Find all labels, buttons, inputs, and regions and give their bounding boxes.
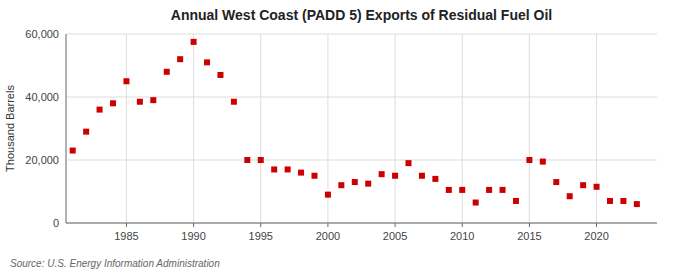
point: 1990: 57500 [191, 39, 197, 45]
point: 2005: 15000 [392, 173, 398, 179]
y-tick-label: 60,000 [25, 28, 59, 40]
point: 2012: 10500 [486, 187, 492, 193]
x-tick [126, 223, 127, 227]
point: 1993: 38500 [231, 99, 237, 105]
x-tick [395, 223, 396, 227]
point: 2004: 15500 [379, 171, 385, 177]
x-tick-label: 2015 [517, 230, 541, 242]
point: 1989: 52000 [177, 56, 183, 62]
point: 1984: 38000 [110, 100, 116, 106]
x-tick [462, 223, 463, 227]
y-grid-line [66, 223, 657, 224]
point: 2002: 13000 [352, 179, 358, 185]
axes: 0 20,000 40,000 60,000 1985 1990 1995 2000 2005 2… [25, 28, 657, 242]
point: 1992: 47000 [217, 72, 223, 78]
point: 2007: 15000 [419, 173, 425, 179]
point: 1996: 17000 [271, 166, 277, 172]
x-grid-line [596, 34, 597, 223]
x-tick [260, 223, 261, 227]
x-grid-line [462, 34, 463, 223]
chart-svg: Annual West Coast (PADD 5) Exports of Re… [0, 0, 675, 275]
point: 2016: 19500 [540, 159, 546, 165]
point: 1983: 36000 [97, 107, 103, 113]
point: 1985: 45000 [123, 78, 129, 84]
point: 2015: 20000 [526, 157, 532, 163]
x-tick-label: 2005 [383, 230, 407, 242]
y-tick-label: 40,000 [25, 91, 59, 103]
point: 1999: 15000 [311, 173, 317, 179]
x-tick [193, 223, 194, 227]
point: 2000: 9000 [325, 192, 331, 198]
x-tick-label: 1985 [114, 230, 138, 242]
point: 2013: 10500 [500, 187, 506, 193]
source-note: Source: U.S. Energy Information Administ… [10, 258, 220, 269]
point: 2003: 12500 [365, 181, 371, 187]
point: 2021: 7000 [607, 198, 613, 204]
point: 1987: 39000 [150, 97, 156, 103]
point: 2019: 12000 [580, 182, 586, 188]
point: 1982: 29000 [83, 129, 89, 135]
x-grid-line [260, 34, 261, 223]
points: 1981: 23000 1982: 29000 1983: 36000 1984: 3… [70, 39, 640, 207]
point: 1998: 16000 [298, 170, 304, 176]
x-tick [327, 223, 328, 227]
x-tick [529, 223, 530, 227]
point: 2022: 7000 [620, 198, 626, 204]
x-grid-line [395, 34, 396, 223]
point: 1991: 51000 [204, 59, 210, 65]
point: 2020: 11500 [594, 184, 600, 190]
point: 2014: 7000 [513, 198, 519, 204]
y-tick-label: 0 [53, 217, 59, 229]
y-grid-line [66, 160, 657, 161]
y-axis-line [66, 34, 67, 223]
point: 2011: 6500 [473, 200, 479, 206]
x-tick-label: 2020 [584, 230, 608, 242]
point: 2023: 6000 [634, 201, 640, 207]
x-tick-label: 2010 [450, 230, 474, 242]
y-tick-label: 20,000 [25, 154, 59, 166]
point: 2008: 14000 [432, 176, 438, 182]
point: 1986: 38500 [137, 99, 143, 105]
chart-title: Annual West Coast (PADD 5) Exports of Re… [171, 7, 552, 23]
x-tick-label: 1990 [181, 230, 205, 242]
point: 2018: 8500 [567, 193, 573, 199]
x-tick [596, 223, 597, 227]
x-tick-label: 1995 [249, 230, 273, 242]
point: 2001: 12000 [338, 182, 344, 188]
point: 1988: 48000 [164, 69, 170, 75]
y-axis-title: Thousand Barrels [4, 85, 16, 172]
point: 1997: 17000 [285, 166, 291, 172]
x-axis-line [66, 223, 657, 224]
point: 2010: 10500 [459, 187, 465, 193]
point: 1994: 20000 [244, 157, 250, 163]
x-grid-line [193, 34, 194, 223]
point: 2009: 10500 [446, 187, 452, 193]
point: 2017: 13000 [553, 179, 559, 185]
y-grid-line [66, 34, 657, 35]
grid [66, 34, 657, 223]
point: 1995: 20000 [258, 157, 264, 163]
point: 1981: 23000 [70, 148, 76, 154]
point: 2006: 19000 [406, 160, 412, 166]
x-grid-line [529, 34, 530, 223]
x-tick-label: 2000 [316, 230, 340, 242]
chart-container: Annual West Coast (PADD 5) Exports of Re… [0, 0, 675, 275]
x-grid-line [126, 34, 127, 223]
